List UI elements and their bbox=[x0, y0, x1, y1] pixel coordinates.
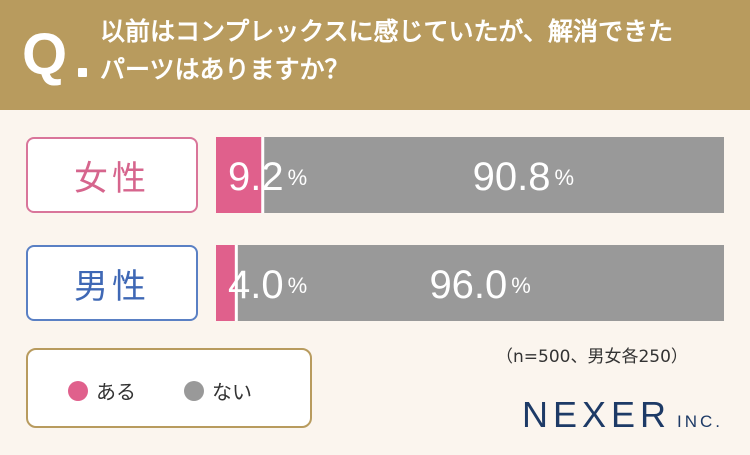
legend-label-aru: ある bbox=[96, 380, 136, 404]
legend-item-aru: ある bbox=[68, 376, 136, 405]
sample-size-note: （n=500、男女各250） bbox=[496, 347, 688, 367]
legend-item-nai: ない bbox=[184, 376, 252, 405]
question-text: 以前はコンプレックスに感じていたが、解消できた パーツはありますか？ bbox=[100, 13, 740, 89]
legend: ある ない bbox=[26, 348, 312, 428]
bar-female-nai bbox=[262, 137, 724, 213]
q-mark-dot bbox=[78, 68, 87, 77]
row-label-female: 女性 bbox=[26, 137, 198, 213]
data-label-male-nai: 96.0% bbox=[429, 263, 530, 307]
data-label-male-aru: 4.0% bbox=[228, 263, 307, 307]
question-line-1: 以前はコンプレックスに感じていたが、解消できた bbox=[100, 17, 674, 46]
bar-male-nai bbox=[236, 245, 724, 321]
question-line-2: パーツはありますか？ bbox=[100, 55, 350, 84]
legend-dot-aru bbox=[68, 380, 88, 401]
nexer-logo: NEXER INC. bbox=[522, 394, 723, 436]
logo-sub-text: INC. bbox=[677, 412, 724, 431]
data-label-female-aru: 9.2% bbox=[228, 155, 307, 199]
q-mark: Q bbox=[22, 22, 67, 87]
logo-main-text: NEXER bbox=[522, 394, 672, 435]
data-label-female-nai: 90.8% bbox=[473, 155, 574, 199]
legend-label-nai: ない bbox=[212, 380, 252, 404]
row-label-male: 男性 bbox=[26, 245, 198, 321]
bar-male-aru bbox=[216, 245, 237, 321]
legend-dot-nai bbox=[184, 380, 204, 401]
bar-female-aru bbox=[216, 137, 263, 213]
bar-separator-male bbox=[234, 245, 238, 321]
question-header: Q 以前はコンプレックスに感じていたが、解消できた パーツはありますか？ bbox=[0, 0, 750, 110]
bar-separator-female bbox=[261, 137, 265, 213]
